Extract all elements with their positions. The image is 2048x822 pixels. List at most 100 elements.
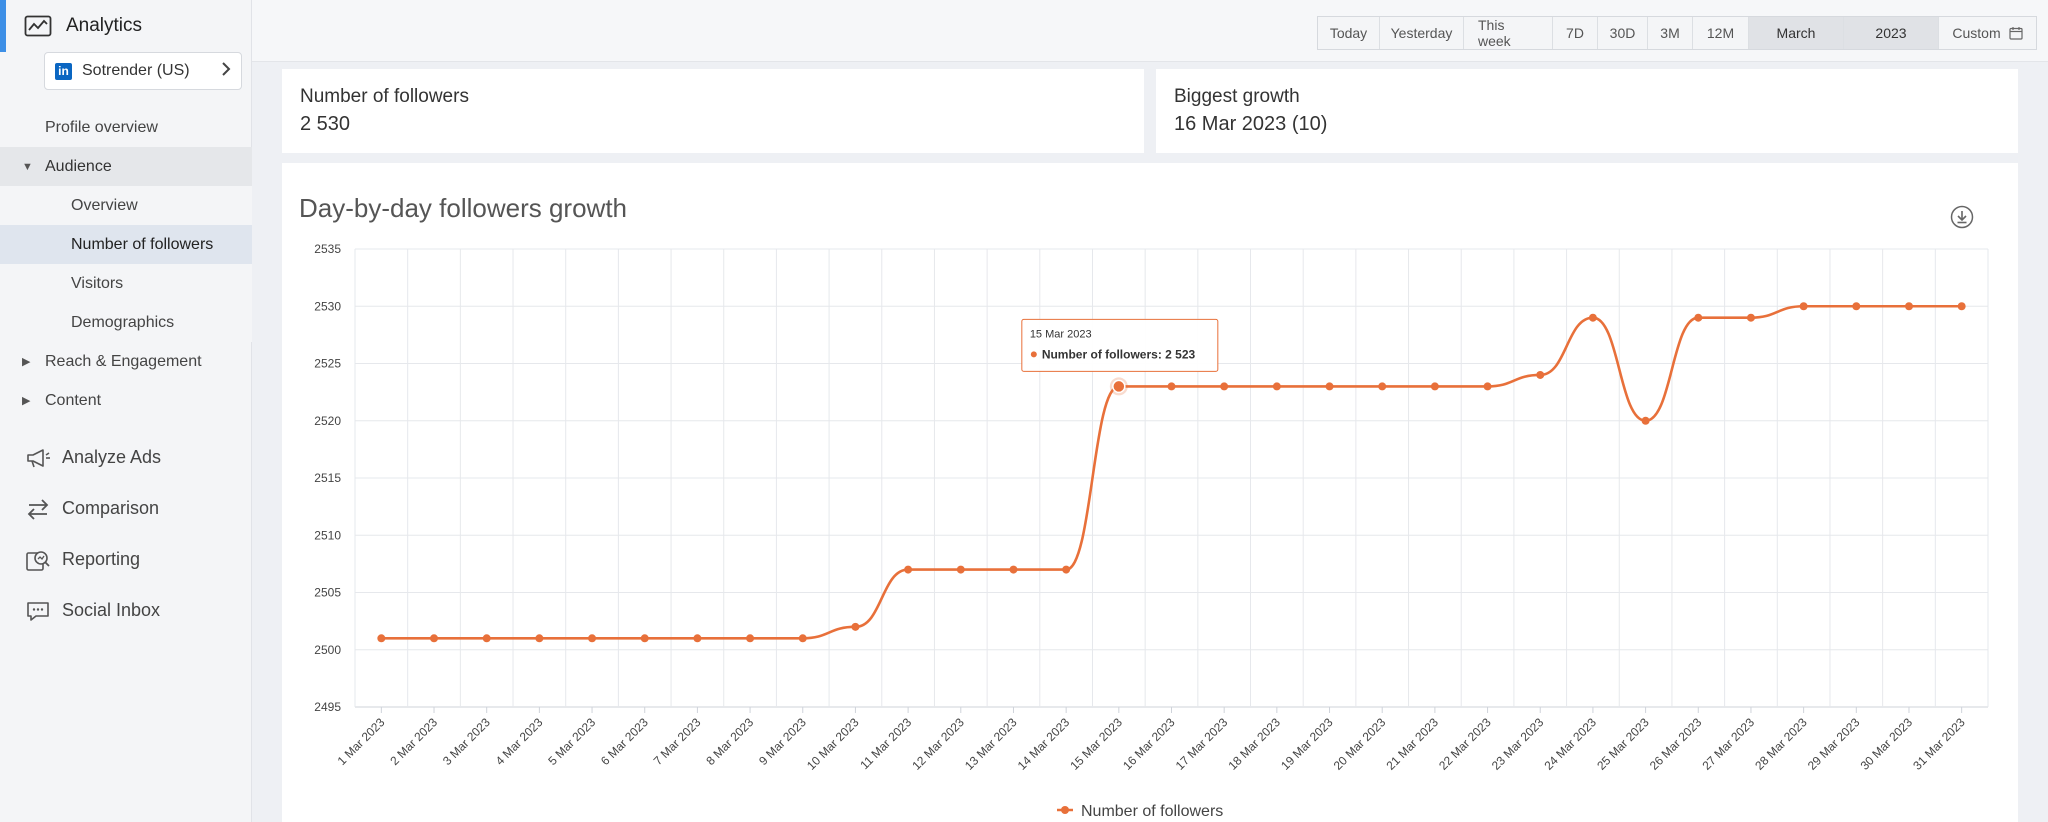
x-tick-label: 7 Mar 2023 [651,715,704,768]
data-point[interactable] [1536,370,1545,379]
data-point[interactable] [746,634,755,643]
data-point[interactable] [851,622,860,631]
x-tick-label: 6 Mar 2023 [598,715,651,768]
range-yesterday[interactable]: Yesterday [1380,17,1464,49]
caret-down-icon: ▼ [22,160,33,173]
nav-reporting[interactable]: Reporting [0,534,252,585]
data-point[interactable] [693,634,702,643]
data-point[interactable] [956,565,965,574]
y-tick-label: 2515 [314,471,341,485]
nav-visitors[interactable]: Visitors [0,264,252,303]
y-tick-label: 2495 [314,700,341,714]
chart-card: Day-by-day followers growth 2495 2500 2505… [282,163,2018,822]
x-tick-label: 29 Mar 2023 [1805,715,1863,773]
y-tick-label: 2505 [314,586,341,600]
x-tick-label: 12 Mar 2023 [909,715,967,773]
range-3m[interactable]: 3M [1648,17,1693,49]
nav-comparison-label: Comparison [62,498,160,518]
x-tick-label: 30 Mar 2023 [1858,715,1916,773]
nav-number-of-followers[interactable]: Number of followers [0,225,252,264]
data-point[interactable] [1430,382,1439,391]
x-tick-label: 11 Mar 2023 [857,715,914,772]
range-custom-label: Custom [1952,25,2001,41]
tooltip-value: Number of followers: 2 523 [1042,347,1196,361]
data-point[interactable] [1852,302,1861,311]
range-this-week[interactable]: This week [1464,17,1553,49]
chevron-right-icon [221,61,231,82]
sidebar-analytics[interactable]: Analytics [0,0,252,52]
nav-audience-overview[interactable]: Overview [0,186,252,225]
data-point[interactable] [904,565,913,574]
caret-right-icon: ▶ [22,356,31,368]
data-point[interactable] [1272,382,1281,391]
y-tick-label: 2510 [314,528,341,542]
data-point[interactable] [430,634,439,643]
nav-demographics[interactable]: Demographics [0,303,252,342]
data-point[interactable] [377,634,386,643]
range-today[interactable]: Today [1318,17,1380,49]
data-point[interactable] [798,634,807,643]
data-point[interactable] [588,634,597,643]
nav-social-inbox[interactable]: Social Inbox [0,585,252,636]
nav-audience[interactable]: ▼ Audience [0,147,252,186]
profile-selector[interactable]: in Sotrender (US) [44,52,242,90]
nav-content-label: Content [45,391,102,409]
data-point[interactable] [640,634,649,643]
x-tick-label: 21 Mar 2023 [1383,715,1441,773]
nav-content[interactable]: ▶ Content [0,381,252,420]
data-point[interactable] [1009,565,1018,574]
swap-arrows-icon [24,497,52,521]
nav-profile-overview[interactable]: Profile overview [45,118,158,136]
month-selector[interactable]: March [1749,17,1844,49]
nav-audience-label: Audience [45,157,112,175]
year-selector[interactable]: 2023 [1844,17,1939,49]
data-point[interactable] [1957,302,1966,311]
nav-comparison[interactable]: Comparison [0,483,252,534]
calendar-icon [2009,26,2023,40]
x-tick-label: 5 Mar 2023 [545,715,598,768]
range-12m[interactable]: 12M [1693,17,1749,49]
data-point[interactable] [1483,382,1492,391]
download-icon[interactable] [1950,205,1974,229]
data-point-highlighted[interactable] [1112,379,1126,394]
legend-label[interactable]: Number of followers [1081,803,1223,820]
data-point[interactable] [1641,416,1650,425]
data-point[interactable] [1062,565,1071,574]
analytics-nav: Profile overview ▼ Audience Overview Num… [0,108,252,420]
tooltip-box [1021,318,1219,372]
data-point[interactable] [1799,302,1808,311]
nav-analyze-ads-label: Analyze Ads [62,447,162,467]
kpi-card-followers: Number of followers 2 530 [282,69,1144,153]
data-point[interactable] [1167,382,1176,391]
data-point[interactable] [1588,313,1597,322]
nav-social-inbox-label: Social Inbox [62,600,161,620]
range-custom[interactable]: Custom [1939,17,2036,49]
x-tick-label: 22 Mar 2023 [1436,715,1494,773]
profile-name: Sotrender (US) [82,62,190,79]
analytics-icon [24,14,54,38]
nav-reach-engagement[interactable]: ▶ Reach & Engagement [0,342,252,381]
linkedin-icon: in [55,62,72,80]
nav-analyze-ads[interactable]: Analyze Ads [0,432,252,483]
megaphone-icon [24,446,52,470]
data-point[interactable] [482,634,491,643]
x-tick-label: 1 Mar 2023 [335,715,388,768]
analytics-label: Analytics [66,15,143,36]
data-point[interactable] [1746,313,1755,322]
x-tick-label: 3 Mar 2023 [440,715,493,768]
x-tick-label: 18 Mar 2023 [1225,715,1283,773]
range-7d[interactable]: 7D [1553,17,1598,49]
tooltip-date: 15 Mar 2023 [1030,328,1092,340]
sidebar: Analytics in Sotrender (US) Profile over… [0,0,252,822]
chart-title: Day-by-day followers growth [299,193,628,223]
data-point[interactable] [535,634,544,643]
data-point[interactable] [1904,302,1913,311]
x-tick-label: 20 Mar 2023 [1331,715,1389,773]
x-tick-label: 10 Mar 2023 [804,715,862,773]
range-30d[interactable]: 30D [1598,17,1648,49]
x-tick-label: 24 Mar 2023 [1541,715,1599,773]
data-point[interactable] [1378,382,1387,391]
data-point[interactable] [1220,382,1229,391]
data-point[interactable] [1325,382,1334,391]
data-point[interactable] [1694,313,1703,322]
